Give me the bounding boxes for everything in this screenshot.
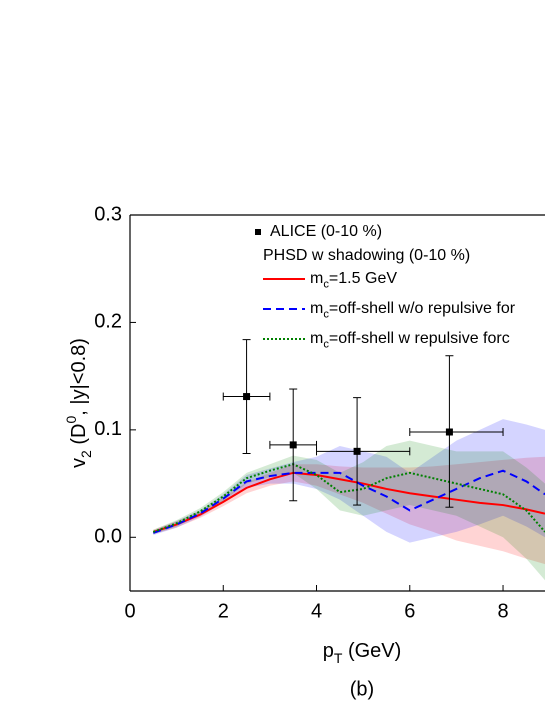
annotation: (b) — [350, 678, 374, 700]
series-line — [152, 463, 545, 533]
legend-label: ALICE (0-10 %) — [270, 223, 382, 240]
series-line — [153, 471, 545, 533]
y-tick-label: 0.0 — [94, 526, 122, 548]
y-tick-label: 0.2 — [94, 311, 122, 333]
series-line — [152, 469, 545, 534]
x-tick-label: 2 — [218, 600, 229, 622]
legend-marker — [255, 229, 261, 235]
y-tick-label: 0.3 — [94, 203, 122, 225]
data-point — [353, 447, 361, 455]
y-axis-label: v2 (D0, |y|<0.8) — [63, 338, 94, 468]
data-point — [445, 428, 453, 436]
x-tick-label: 6 — [404, 600, 415, 622]
plot-area — [152, 339, 545, 581]
x-tick-label: 4 — [311, 600, 322, 622]
x-tick-label: 0 — [124, 600, 135, 622]
uncertainty-band — [153, 456, 545, 565]
x-tick-label: 8 — [497, 600, 508, 622]
y-tick-label: 0.1 — [94, 418, 122, 440]
legend-label: mc=off-shell w/o repulsive for — [310, 300, 516, 320]
x-axis-label: pT (GeV) — [323, 640, 402, 665]
data-point — [243, 393, 251, 401]
uncertainty-band — [153, 440, 545, 581]
data-point — [289, 441, 297, 449]
legend-label: mc=1.5 GeV — [310, 270, 397, 290]
legend-title: PHSD w shadowing (0-10 %) — [263, 247, 470, 264]
legend-label: mc=off-shell w repulsive forc — [310, 330, 510, 350]
